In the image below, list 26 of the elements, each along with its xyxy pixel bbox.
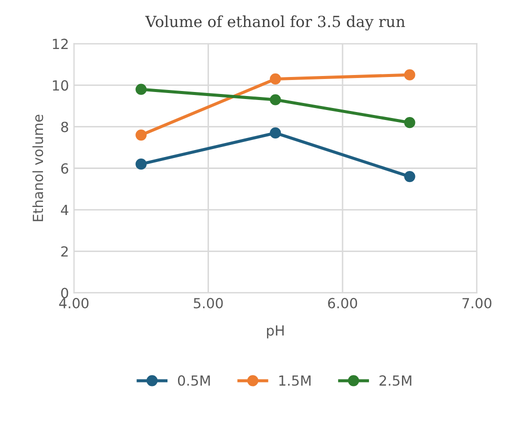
legend-label: 1.5M xyxy=(279,375,311,386)
y-tick-label: 4 xyxy=(60,204,68,216)
x-tick-label: 4.00 xyxy=(59,298,88,308)
point xyxy=(404,117,416,128)
x-tick-label: 5.00 xyxy=(194,298,223,308)
point xyxy=(270,73,281,85)
y-tick-label: 12 xyxy=(52,38,68,49)
point xyxy=(404,69,416,80)
point xyxy=(270,127,281,139)
y-tick-label: 0 xyxy=(61,288,68,298)
point xyxy=(404,170,416,182)
x-tick-label: 6.00 xyxy=(328,298,358,308)
point xyxy=(136,84,147,95)
x-tick-label: 7.00 xyxy=(462,298,492,308)
y-tick-label: 8 xyxy=(61,122,68,132)
point xyxy=(136,158,147,170)
y-tick-label: 2 xyxy=(61,246,68,257)
y-tick-label: 10 xyxy=(52,80,68,91)
y-tick-label: 6 xyxy=(61,163,68,174)
x-axis-title: pH xyxy=(267,325,284,338)
point xyxy=(136,129,147,141)
chart-title: Volume of ethanol for 3.5 day run xyxy=(145,15,406,30)
legend-label: 2.5M xyxy=(380,375,412,386)
point xyxy=(270,94,281,106)
y-axis-title: Ethanol volume xyxy=(32,114,44,222)
legend-label: 0.5M xyxy=(178,375,210,386)
